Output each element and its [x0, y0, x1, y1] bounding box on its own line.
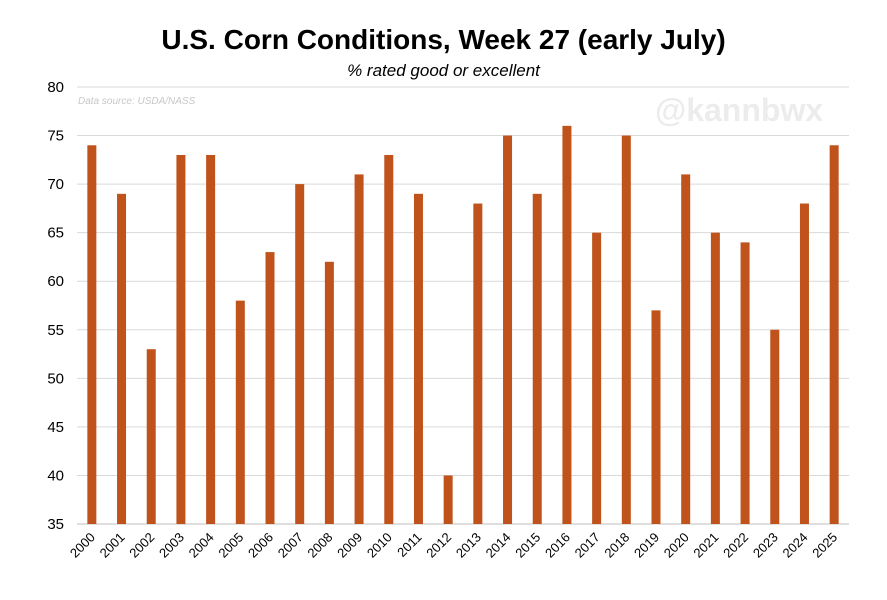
x-tick-label: 2020: [661, 530, 692, 561]
x-tick-label: 2006: [245, 530, 276, 561]
chart-title: U.S. Corn Conditions, Week 27 (early Jul…: [161, 24, 726, 55]
x-tick-label: 2009: [334, 530, 365, 561]
y-tick-label: 70: [47, 176, 64, 193]
gridlines: [77, 86, 849, 525]
x-tick-label: 2005: [215, 530, 246, 561]
bar-2023: [770, 329, 780, 524]
x-tick-label: 2019: [631, 530, 662, 561]
x-tick-label: 2014: [483, 530, 514, 561]
bar-2022: [740, 242, 750, 524]
bar-2000: [87, 145, 97, 524]
x-tick-label: 2024: [780, 530, 811, 561]
bar-2025: [829, 145, 839, 524]
bar-2007: [295, 184, 305, 524]
x-tick-label: 2007: [275, 530, 306, 561]
bar-2010: [384, 154, 394, 524]
y-tick-label: 50: [47, 370, 64, 387]
chart-subtitle: % rated good or excellent: [347, 61, 540, 80]
x-tick-label: 2023: [750, 530, 781, 561]
y-tick-label: 60: [47, 273, 64, 290]
x-tick-label: 2000: [67, 530, 98, 561]
bar-2024: [799, 203, 809, 525]
x-tick-label: 2012: [423, 530, 454, 561]
bar-2005: [235, 300, 245, 524]
y-tick-label: 65: [47, 225, 64, 242]
bar-2006: [265, 252, 275, 525]
x-tick-label: 2018: [601, 530, 632, 561]
x-tick-label: 2015: [512, 530, 543, 561]
x-tick-label: 2002: [126, 530, 157, 561]
x-tick-label: 2010: [364, 530, 395, 561]
bar-2016: [562, 125, 572, 524]
x-tick-label: 2008: [304, 530, 335, 561]
bar-2021: [710, 232, 720, 524]
y-tick-label: 80: [47, 79, 64, 96]
bar-2003: [176, 154, 186, 524]
x-tick-label: 2016: [542, 530, 573, 561]
x-tick-label: 2025: [809, 530, 840, 561]
x-tick-label: 2011: [394, 530, 424, 560]
x-tick-label: 2022: [720, 530, 751, 561]
y-tick-label: 40: [47, 467, 64, 484]
y-tick-label: 35: [47, 516, 64, 533]
bar-2019: [651, 310, 661, 524]
y-axis-ticks: 35 40 45 50 55 60 65 70 75 80: [47, 79, 64, 533]
bar-2020: [681, 174, 691, 524]
bar-2008: [324, 261, 334, 524]
x-tick-label: 2017: [572, 530, 603, 561]
bar-2011: [413, 193, 423, 525]
watermark: @kannbwx: [655, 92, 824, 128]
y-tick-label: 75: [47, 128, 64, 145]
bar-2018: [621, 135, 631, 525]
x-tick-label: 2013: [453, 530, 484, 561]
y-tick-label: 55: [47, 322, 64, 339]
bar-2015: [532, 193, 542, 525]
bar-2017: [592, 232, 602, 524]
bar-2009: [354, 174, 364, 524]
x-tick-label: 2001: [97, 530, 128, 561]
data-source-note: Data source: USDA/NASS: [78, 96, 196, 107]
bar-2002: [146, 349, 156, 524]
bar-2013: [473, 203, 483, 525]
x-tick-label: 2003: [156, 530, 187, 561]
x-tick-label: 2021: [690, 530, 721, 561]
x-axis-ticks: 2000200120022003200420052006200720082009…: [67, 530, 840, 561]
bar-2001: [117, 193, 127, 525]
bar-2014: [503, 135, 513, 525]
bars: [87, 125, 839, 525]
x-tick-label: 2004: [186, 530, 217, 561]
bar-2012: [443, 475, 453, 524]
y-tick-label: 45: [47, 419, 64, 436]
bar-2004: [206, 154, 216, 524]
